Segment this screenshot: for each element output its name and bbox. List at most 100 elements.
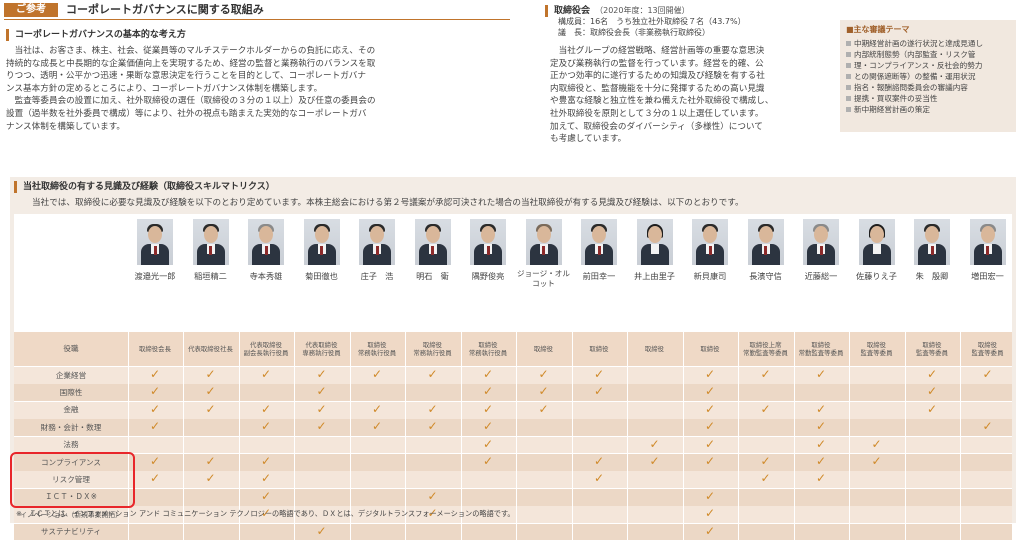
skill-check: ✓ [427, 367, 438, 381]
portrait-tie [542, 246, 545, 255]
director-photo [137, 219, 173, 265]
portrait-head [592, 226, 606, 243]
skill-check: ✓ [704, 523, 716, 538]
skill-check: ✓ [149, 419, 161, 434]
director-photo [692, 219, 728, 265]
director-role: 取締役 常勤監査等委員 [794, 341, 848, 357]
portrait-tie [320, 246, 323, 255]
section-tag: ご参考 [4, 3, 58, 17]
director-photo [192, 219, 229, 265]
skill-check: ✓ [316, 401, 327, 416]
portrait-head [481, 226, 495, 243]
skill-check: ✓ [260, 471, 272, 486]
portrait-head [980, 226, 995, 243]
board-composition: 構成員：16名 うち独立社外取締役７名（43.7%） [558, 17, 746, 26]
skill-check: ✓ [704, 367, 716, 381]
skill-check: ✓ [704, 419, 716, 434]
director-photo [636, 219, 673, 265]
skill-check: ✓ [205, 471, 216, 486]
director-role: 代表取締役 副会長執行役員 [239, 341, 293, 357]
basic-line: ンス基本方針の定めるところにより、コーポレートガバナンス体制を構築します。 [6, 83, 323, 94]
director-photo [581, 219, 617, 265]
role-line: 監査等委員 [916, 349, 948, 357]
skill-check: ✓ [149, 454, 161, 468]
skill-row [14, 419, 1012, 436]
skill-check: ✓ [260, 419, 272, 434]
role-row [14, 332, 1012, 366]
role-line: 取締役 [866, 341, 887, 349]
role-line: 取締役上席 [749, 341, 782, 349]
role-line: 常勤監査等委員 [798, 349, 844, 357]
director-role: 取締役上席 常勤監査等委員 [739, 341, 793, 357]
board-sub: （2020年度：13回開催） [595, 6, 690, 15]
column-separator [849, 332, 850, 541]
theme-item: 内部統制態勢（内部監査・リスク管 [846, 49, 1012, 60]
skill-check: ✓ [316, 367, 327, 381]
director-photo [858, 219, 895, 265]
portrait-tie [209, 246, 212, 255]
column-separator [1015, 332, 1017, 541]
role-line: 取締役 [700, 345, 720, 353]
skill-check: ✓ [593, 384, 605, 399]
skill-check: ✓ [371, 367, 383, 381]
basic-heading: コーポレートガバナンスの基本的な考え方 [6, 29, 186, 41]
portrait-tie [486, 246, 490, 255]
director-role: 取締役 監査等委員 [961, 341, 1015, 357]
skill-check: ✓ [316, 419, 327, 434]
skill-check: ✓ [815, 436, 827, 451]
skill-check: ✓ [538, 401, 549, 416]
skill-check: ✓ [815, 367, 827, 381]
skill-check: ✓ [704, 506, 716, 521]
column-separator [405, 332, 406, 541]
skill-check: ✓ [593, 454, 605, 468]
director-name: 佐藤りえ子 [856, 271, 897, 281]
director-role: 取締役 常務執行役員 [350, 341, 404, 357]
portrait-tie [930, 246, 934, 255]
skill-check: ✓ [205, 401, 216, 416]
basic-line: 持続的な成長と中長期的な企業価値向上を実現するため、経営の監督と業務執行のバラン… [6, 58, 376, 69]
skill-matrix-panel: 当社取締役の有する見識及び経験（取締役スキルマトリクス） 当社では、取締役に必要… [10, 177, 1017, 541]
portrait-suit [640, 244, 669, 265]
role-line: 代表取締役 [305, 341, 338, 349]
skill-check: ✓ [149, 471, 161, 486]
skill-row [14, 471, 1012, 489]
director-photo [414, 219, 451, 265]
column-separator [960, 332, 961, 541]
skill-check: ✓ [316, 523, 327, 538]
director-photo [969, 219, 1006, 265]
role-line: 副会長執行役員 [243, 349, 289, 357]
skill-row [14, 506, 1012, 523]
skill-row [14, 436, 1012, 454]
theme-item: 新中期経営計画の策定 [846, 104, 1012, 115]
skill-row-label: コンプライアンス [40, 457, 102, 467]
board-line: 当社グループの経営戦略、経営計画等の重要な意思決 [550, 46, 765, 56]
director-photo [747, 219, 784, 265]
skill-matrix-intro: 当社では、取締役に必要な見識及び経験を以下のとおり定めています。本株主総会におけ… [32, 198, 744, 208]
skill-check: ✓ [371, 401, 383, 416]
skill-matrix-heading: 当社取締役の有する見識及び経験（取締役スキルマトリクス） [14, 181, 275, 193]
portrait-suit [862, 244, 891, 265]
director-role: 代表取締役社長 [184, 345, 238, 353]
portrait-head [314, 226, 329, 243]
column-separator [294, 332, 295, 541]
role-line: 監査等委員 [971, 349, 1004, 357]
role-line: 常務執行役員 [468, 349, 508, 357]
portrait-tie [764, 246, 767, 255]
role-line: 取締役 [644, 345, 665, 353]
basic-line: 設置（過半数を社外委員で構成）等により、社外の視点も踏まえた実効的なコーポレート… [6, 108, 367, 119]
column-separator [738, 332, 739, 541]
board-heading: 取締役会 [545, 5, 590, 17]
board-line: 内取締役と、監督機能を十分に発揮するための高い見識 [550, 83, 765, 94]
portrait-head [370, 226, 384, 243]
skill-check: ✓ [593, 367, 605, 381]
skill-check: ✓ [482, 419, 494, 434]
skill-row [14, 454, 1012, 471]
director-name: 井上由里子 [634, 271, 675, 281]
skill-check: ✓ [815, 419, 827, 434]
portrait-tie [153, 246, 157, 255]
skill-check: ✓ [371, 419, 383, 434]
director-role: 取締役 監査等委員 [850, 341, 904, 357]
column-separator [349, 332, 351, 541]
portrait-tie [708, 246, 712, 255]
role-line: 取締役 [367, 341, 387, 349]
